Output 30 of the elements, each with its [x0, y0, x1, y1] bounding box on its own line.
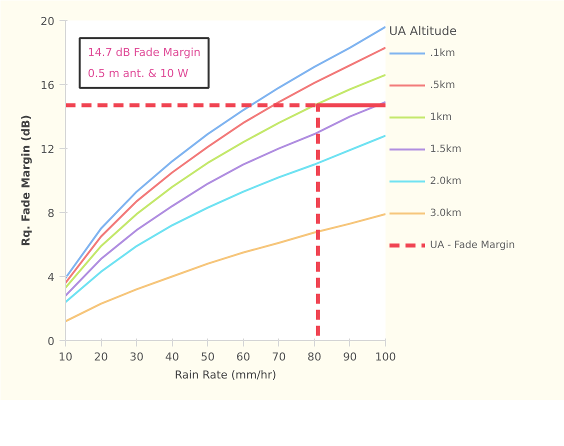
- x-tick-label: 10: [58, 350, 72, 364]
- x-tick-label: 70: [272, 350, 286, 364]
- legend-label: 2.0km: [430, 176, 462, 186]
- x-tick-label: 100: [375, 350, 396, 364]
- legend-label: UA - Fade Margin: [430, 240, 515, 250]
- x-tick-label: 40: [165, 350, 180, 364]
- y-tick-label: 20: [40, 15, 55, 28]
- x-tick-label: 20: [94, 350, 108, 364]
- x-axis-title: Rain Rate (mm/hr): [174, 368, 276, 382]
- legend-label: 1.5km: [430, 144, 462, 154]
- x-tick-label: 90: [342, 350, 357, 364]
- line-series: [66, 213, 386, 322]
- x-tick-label: 60: [236, 350, 250, 364]
- x-tick-label: 80: [307, 350, 322, 364]
- y-axis-title: Rq. Fade Margin (dB): [20, 114, 33, 246]
- legend-label: .1km: [430, 48, 456, 58]
- y-tick-label: 8: [48, 207, 54, 220]
- x-tick-label: 30: [130, 350, 144, 364]
- annotation: 14.7 dB Fade Margin 0.5 m ant. & 10 W: [88, 46, 201, 80]
- legend-label: .5km: [430, 80, 456, 90]
- legend-label: 3.0km: [430, 208, 462, 218]
- y-tick-label: 12: [40, 143, 55, 156]
- y-tick-label: 16: [40, 79, 55, 92]
- y-tick-label: 0: [48, 335, 54, 348]
- y-tick-label: 4: [48, 271, 54, 284]
- line-series: [66, 101, 386, 297]
- legend-title: UA Altitude: [389, 24, 458, 38]
- x-tick-label: 50: [200, 350, 215, 364]
- legend-label: 1km: [430, 112, 452, 122]
- line-series: [66, 134, 386, 304]
